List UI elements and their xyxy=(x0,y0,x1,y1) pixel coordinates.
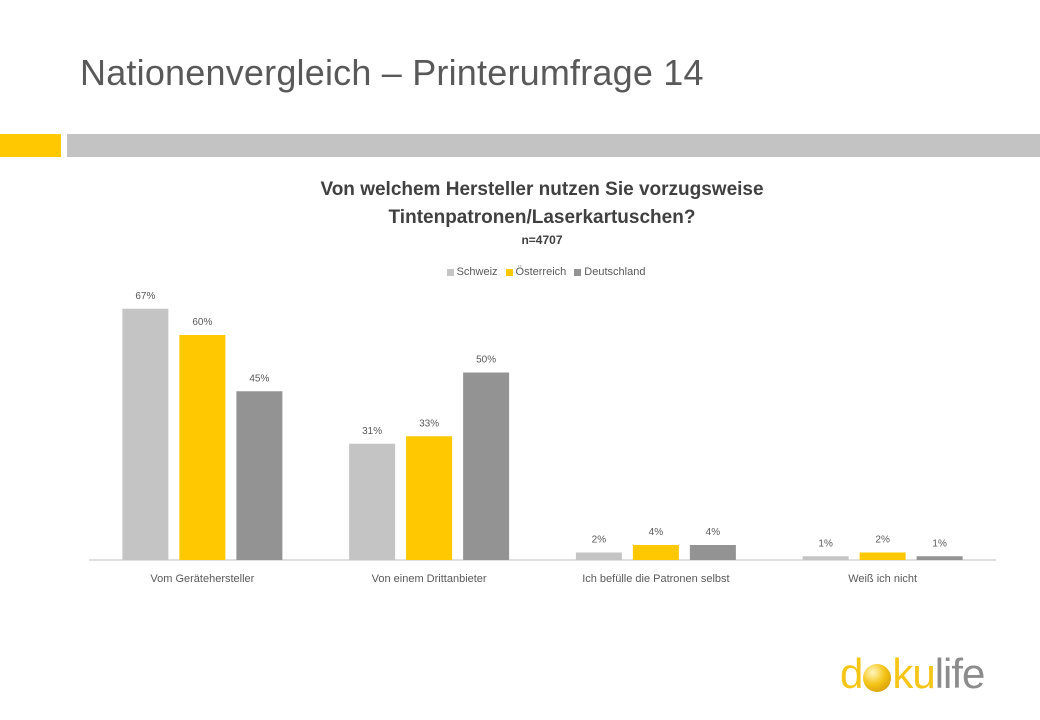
category-label-3: Ich befülle die Patronen selbst xyxy=(582,573,729,585)
data-label-schweiz-2: 31% xyxy=(362,426,382,437)
accent-bar xyxy=(0,134,61,157)
bar-schweiz-3 xyxy=(575,552,622,560)
chart-legend: Schweiz Österreich Deutschland xyxy=(0,266,1040,278)
legend-item-oesterreich: Österreich xyxy=(505,266,567,278)
legend-item-deutschland: Deutschland xyxy=(574,266,645,278)
bar-österreich-2 xyxy=(406,436,453,560)
data-label-österreich-4: 2% xyxy=(875,535,890,546)
bar-schweiz-2 xyxy=(349,443,396,560)
bar-schweiz-1 xyxy=(122,308,169,560)
data-label-österreich-1: 60% xyxy=(192,317,212,328)
bar-österreich-3 xyxy=(632,545,679,560)
bar-österreich-1 xyxy=(179,335,226,560)
data-label-schweiz-4: 1% xyxy=(818,538,833,549)
company-logo: d ku life xyxy=(840,648,1010,700)
chart-subtitle: n=4707 xyxy=(521,233,563,247)
data-label-deutschland-2: 50% xyxy=(476,355,496,366)
bar-schweiz-4 xyxy=(802,556,849,560)
chart-title-line-1: Von welchem Hersteller nutzen Sie vorzug… xyxy=(320,179,764,200)
bar-deutschland-1 xyxy=(236,391,283,560)
legend-label-oesterreich: Österreich xyxy=(515,266,567,278)
bar-deutschland-4 xyxy=(916,556,963,560)
legend-item-schweiz: Schweiz xyxy=(446,266,498,278)
category-label-1: Vom Gerätehersteller xyxy=(150,573,254,585)
legend-swatch-schweiz xyxy=(446,268,454,276)
legend-label-schweiz: Schweiz xyxy=(456,266,498,278)
logo-text-d: d xyxy=(840,650,863,697)
category-label-4: Weiß ich nicht xyxy=(848,573,917,585)
category-label-2: Von einem Drittanbieter xyxy=(372,573,487,585)
chart-title: Von welchem Hersteller nutzen Sie vorzug… xyxy=(0,176,1040,232)
bar-deutschland-3 xyxy=(689,545,736,560)
legend-label-deutschland: Deutschland xyxy=(584,266,646,278)
data-label-schweiz-1: 67% xyxy=(135,291,155,302)
data-label-schweiz-3: 2% xyxy=(592,535,607,546)
logo-text-life: life xyxy=(934,650,986,697)
header-rule xyxy=(67,134,1040,157)
legend-swatch-oesterreich xyxy=(505,268,513,276)
bar-österreich-4 xyxy=(859,552,906,560)
data-label-österreich-3: 4% xyxy=(649,527,664,538)
logo-text-ku: ku xyxy=(892,650,935,697)
data-label-österreich-2: 33% xyxy=(419,418,439,429)
legend-swatch-deutschland xyxy=(574,268,582,276)
chart-title-line-2: Tintenpatronen/Laserkartuschen? xyxy=(388,207,696,228)
slide-title: Nationenvergleich – Printerumfrage 14 xyxy=(80,52,704,93)
logo-globe-icon xyxy=(863,664,892,692)
data-label-deutschland-1: 45% xyxy=(249,373,269,384)
data-label-deutschland-4: 1% xyxy=(932,538,947,549)
bar-chart: 67% 60% 45% Vom Gerätehersteller 31% 33% 50% Vo… xyxy=(89,291,996,585)
bar-deutschland-2 xyxy=(463,372,510,560)
data-label-deutschland-3: 4% xyxy=(706,527,721,538)
